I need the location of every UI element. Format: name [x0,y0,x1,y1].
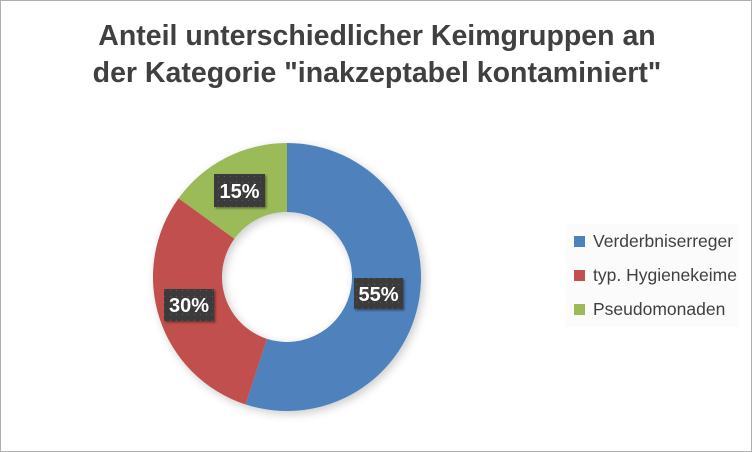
svg-text:55%: 55% [358,284,398,306]
svg-text:30%: 30% [169,295,209,317]
svg-text:15%: 15% [219,181,259,203]
